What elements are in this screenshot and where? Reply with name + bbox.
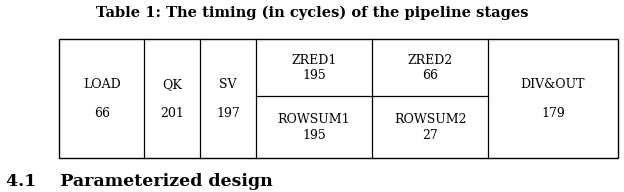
Text: ZRED1: ZRED1 — [291, 54, 336, 67]
Text: QK: QK — [162, 78, 182, 91]
Text: 201: 201 — [160, 107, 184, 120]
Text: ROWSUM2: ROWSUM2 — [394, 113, 466, 126]
Text: 195: 195 — [302, 129, 326, 142]
Text: ZRED2: ZRED2 — [407, 54, 453, 67]
Text: 197: 197 — [216, 107, 240, 120]
Text: DIV&OUT: DIV&OUT — [520, 78, 585, 91]
Text: SV: SV — [219, 78, 236, 91]
Text: ROWSUM1: ROWSUM1 — [278, 113, 350, 126]
Text: 66: 66 — [422, 69, 438, 82]
Text: 27: 27 — [422, 129, 438, 142]
Bar — [59, 39, 618, 158]
Text: Table 1: The timing (in cycles) of the pipeline stages: Table 1: The timing (in cycles) of the p… — [95, 6, 529, 20]
Text: 4.1    Parameterized design: 4.1 Parameterized design — [6, 173, 273, 190]
Text: 66: 66 — [94, 107, 110, 120]
Text: LOAD: LOAD — [83, 78, 120, 91]
Text: 195: 195 — [302, 69, 326, 82]
Text: 179: 179 — [541, 107, 565, 120]
